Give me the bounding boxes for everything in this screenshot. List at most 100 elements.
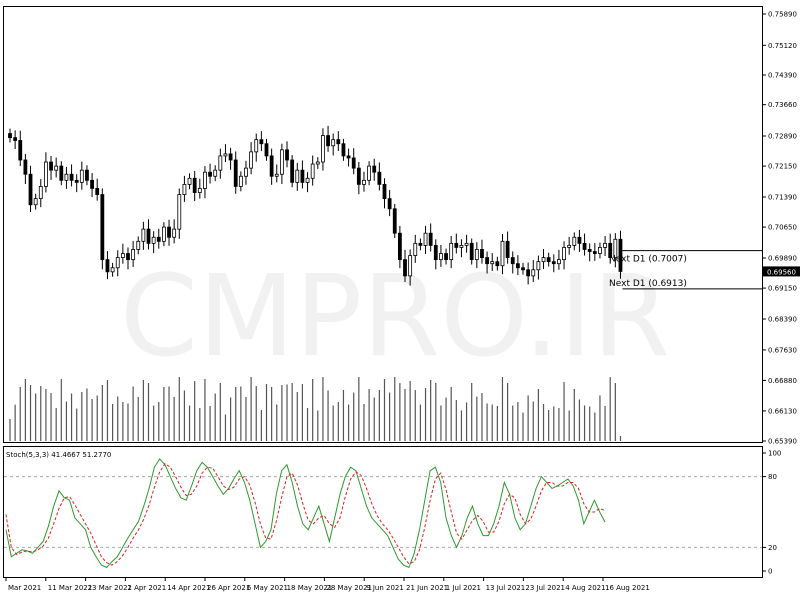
candle-body (269, 155, 274, 177)
candle-body (136, 240, 141, 250)
price-tick-label: 0.72890 (768, 133, 797, 141)
candle-body (536, 261, 541, 271)
date-tick-label: 21 Jun 2021 (406, 584, 448, 592)
candle-body (367, 165, 372, 181)
candle-body (279, 149, 284, 175)
date-tick-label: 6 May 2021 (247, 584, 288, 592)
candle-body (95, 188, 100, 195)
candle-body (321, 135, 325, 163)
candle-body (100, 194, 105, 261)
candle-body (182, 183, 187, 195)
date-tick-label: 16 Aug 2021 (605, 584, 650, 592)
candle-body (120, 253, 125, 258)
stoch-tick-label: 100 (768, 450, 781, 458)
price-tick-label: 0.67630 (768, 346, 797, 354)
price-tick-label: 0.66130 (768, 407, 797, 415)
candle-body (259, 139, 264, 145)
candle-body (439, 253, 443, 261)
candle-body (146, 228, 151, 244)
candle-body (592, 251, 597, 254)
price-tick-label: 0.66880 (768, 377, 797, 385)
candle-body (213, 169, 218, 177)
candle-body (551, 261, 556, 265)
candle-body (238, 175, 243, 187)
next-d1-levels: Next D1 (0.7007) Next D1 (0.6913) (609, 250, 762, 290)
candle-body (244, 167, 248, 177)
candle-body (300, 169, 305, 183)
price-tick-label: 0.65390 (768, 438, 797, 446)
candle-body (264, 143, 269, 157)
date-tick-label: 23 Mar 2021 (88, 584, 132, 592)
candle-body (480, 249, 484, 258)
candle-body (515, 263, 520, 269)
price-tick-label: 0.72150 (768, 163, 797, 171)
candle-body (13, 137, 18, 141)
candle-body (557, 259, 561, 265)
candle-body (377, 171, 382, 185)
candle-body (331, 139, 336, 147)
candle-body (382, 183, 387, 200)
date-tick-label: 28 May 2021 (326, 584, 372, 592)
candle-body (413, 242, 418, 256)
candle-body (305, 177, 310, 183)
stoch-tick-label: 20 (768, 544, 777, 552)
candle-body (521, 267, 525, 271)
candle-body (218, 155, 223, 171)
candle-body (23, 159, 28, 175)
candle-body (572, 236, 577, 246)
candle-body (44, 161, 48, 187)
date-tick-label: 11 Mar 2021 (48, 584, 92, 592)
price-tick-label: 0.71390 (768, 194, 797, 202)
date-tick-label: 4 Aug 2021 (565, 584, 605, 592)
candle-body (500, 240, 505, 267)
candle-body (603, 242, 607, 248)
date-tick-label: 23 Jul 2021 (525, 584, 565, 592)
price-tick-label: 0.69150 (768, 285, 797, 293)
candle-body (351, 157, 356, 169)
candle-body (397, 232, 402, 261)
watermark: CMPRO.IR (120, 252, 670, 382)
candle-body (444, 253, 448, 261)
stoch-tick-label: 80 (768, 473, 777, 481)
candle-body (408, 255, 413, 277)
candle-body (567, 244, 572, 248)
candle-body (587, 249, 592, 252)
candle-body (208, 171, 212, 177)
candle-body (105, 259, 110, 273)
candle-body (613, 238, 618, 258)
candle-body (161, 226, 166, 242)
volume-bars (9, 377, 622, 441)
price-tick-label: 0.75890 (768, 11, 797, 19)
candle-body (197, 188, 202, 193)
candle-body (115, 257, 120, 269)
candle-body (192, 177, 197, 193)
candle-body (485, 257, 489, 265)
candle-body (531, 269, 536, 277)
candle-body (418, 242, 423, 246)
candle-body (562, 247, 566, 261)
candle-body (54, 165, 59, 171)
candle-body (110, 267, 115, 273)
candle-body (392, 208, 397, 234)
price-tick-label: 0.68390 (768, 316, 797, 324)
candle-body (141, 228, 146, 242)
candle-body (177, 194, 182, 230)
next-d1-label: Next D1 (0.6913) (609, 279, 687, 289)
candle-body (454, 242, 459, 248)
main-panel-frame (3, 6, 763, 443)
candle-body (187, 177, 192, 185)
candle-body (79, 169, 84, 183)
candle-body (526, 269, 531, 277)
candle-body (326, 135, 330, 147)
candle-body (228, 153, 233, 161)
candle-body (372, 165, 377, 173)
candle-body (74, 179, 79, 183)
stoch-signal-line (5, 462, 606, 566)
candle-body (346, 155, 351, 159)
stochastic-oscillator: 100 80 20 0 (4, 450, 781, 576)
price-tick-label: 0.70650 (768, 224, 797, 232)
candle-body (510, 257, 515, 265)
